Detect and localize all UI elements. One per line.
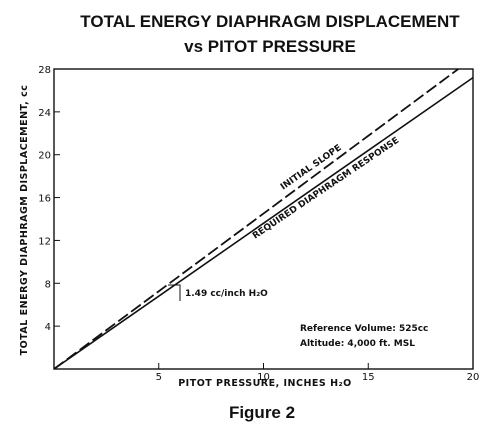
x-tick-label: 15 bbox=[362, 372, 375, 383]
y-tick-label: 12 bbox=[38, 236, 51, 247]
slope-bracket bbox=[168, 284, 181, 301]
y-axis-label: TOTAL ENERGY DIAPHRAGM DISPLACEMENT, cc bbox=[19, 85, 30, 356]
y-tick-label: 28 bbox=[38, 65, 51, 76]
x-tick-label: 10 bbox=[257, 372, 270, 383]
chart-subtitle: vs PITOT PRESSURE bbox=[184, 37, 356, 56]
x-tick-label: 5 bbox=[156, 372, 162, 383]
x-axis-label: PITOT PRESSURE, INCHES H₂O bbox=[178, 378, 352, 389]
series-line-required-response bbox=[53, 76, 474, 370]
y-axis-ticks: 4 8 12 16 20 24 28 bbox=[38, 65, 60, 333]
x-tick-label: 20 bbox=[467, 372, 480, 383]
figure-caption: Figure 2 bbox=[229, 403, 295, 422]
y-tick-label: 8 bbox=[45, 279, 51, 290]
series-line-initial-slope bbox=[53, 68, 459, 370]
y-tick-label: 20 bbox=[38, 151, 51, 162]
series-lines bbox=[53, 68, 474, 370]
y-tick-label: 16 bbox=[38, 194, 51, 205]
y-tick-label: 24 bbox=[38, 108, 51, 119]
slope-annotation: 1.49 cc/inch H₂O bbox=[185, 289, 268, 299]
altitude-text: Altitude: 4,000 ft. MSL bbox=[300, 339, 415, 349]
chart-title: TOTAL ENERGY DIAPHRAGM DISPLACEMENT bbox=[80, 12, 460, 31]
x-axis-ticks: 5 10 15 20 bbox=[156, 363, 480, 383]
y-tick-label: 4 bbox=[45, 322, 51, 333]
reference-volume-text: Reference Volume: 525cc bbox=[300, 324, 428, 334]
